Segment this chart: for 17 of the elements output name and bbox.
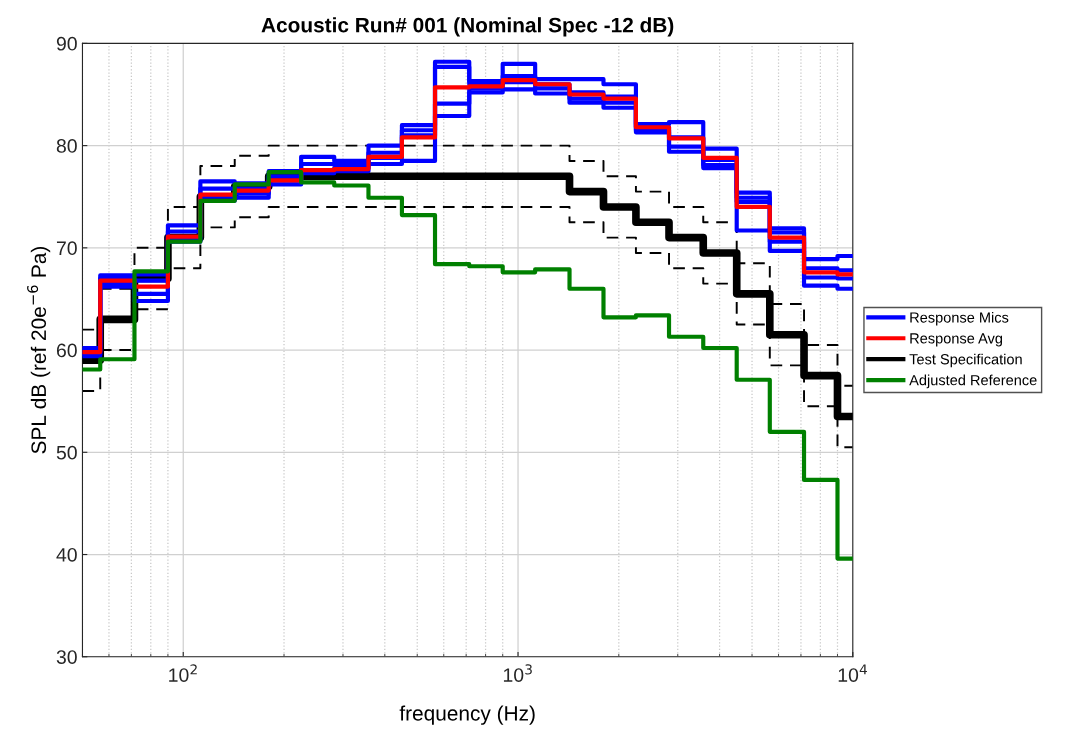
y-tick-label: 70: [56, 241, 77, 256]
y-tick-label: 60: [56, 343, 77, 358]
y-tick-label: 50: [56, 445, 77, 460]
x-tick-label: 10$^{2}$: [169, 664, 197, 682]
chart-title: Acoustic Run# 001 (Nominal Spec -12 dB): [261, 17, 674, 37]
legend-label: Response Mics: [910, 311, 1009, 326]
legend-label: Test Specification: [909, 353, 1022, 368]
y-axis-title: SPL dB (ref 20e$^{−6}$ Pa): [27, 247, 51, 454]
x-tick-label: 10$^{4}$: [838, 664, 867, 682]
x-axis-title: frequency (Hz): [399, 705, 535, 725]
y-tick-label: 90: [56, 36, 77, 51]
y-tick-label: 80: [56, 139, 77, 153]
y-tick-label: 30: [56, 650, 77, 664]
legend-label: Adjusted Reference: [909, 374, 1037, 389]
y-tick-label: 40: [56, 547, 77, 562]
x-tick-label: 10$^{3}$: [503, 664, 532, 682]
legend-label: Response Avg: [910, 333, 1003, 347]
